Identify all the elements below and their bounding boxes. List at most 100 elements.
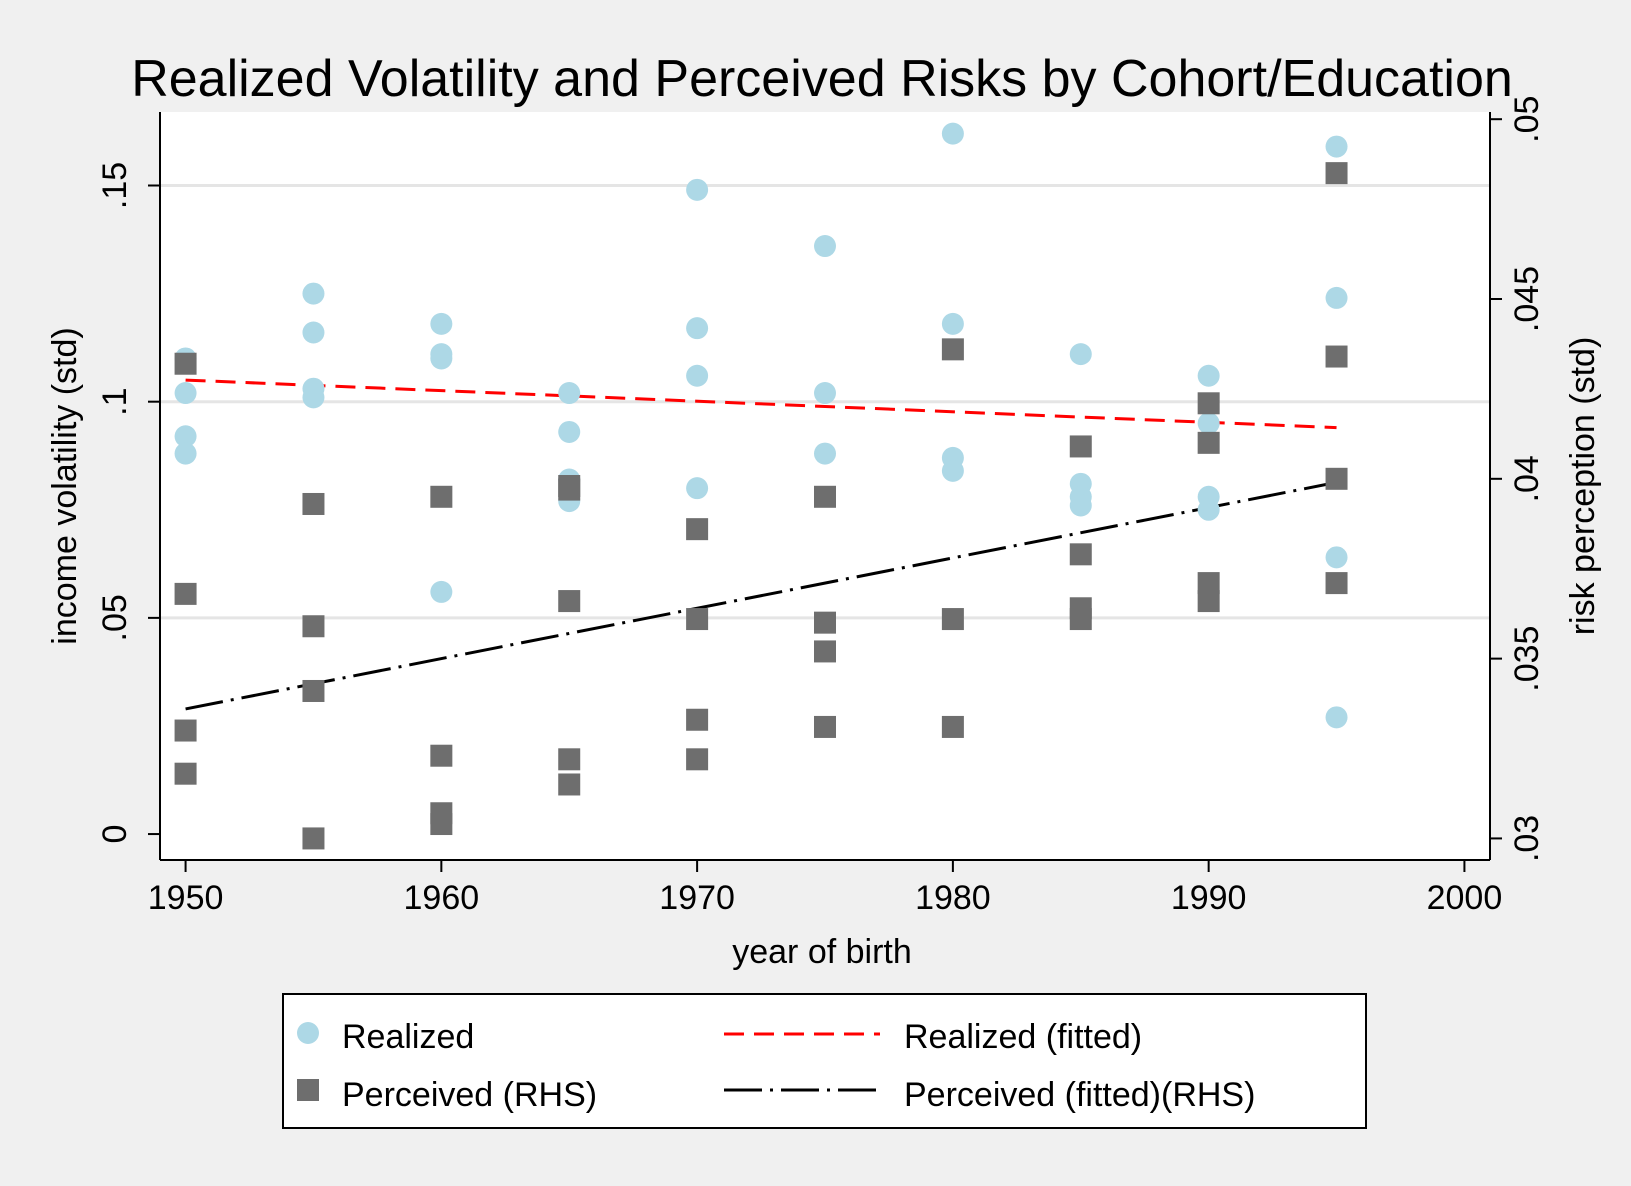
realized-point xyxy=(1069,494,1092,517)
y2-tick-label: .04 xyxy=(1508,455,1546,502)
perceived-point xyxy=(174,352,197,375)
fitted-lines xyxy=(185,378,1337,711)
realized-point xyxy=(814,382,836,405)
realized-point xyxy=(430,312,453,335)
realized-point xyxy=(558,420,581,443)
realized-point xyxy=(941,459,964,482)
perceived-point xyxy=(814,640,836,663)
perceived-point xyxy=(814,715,836,738)
perceived-point xyxy=(1197,431,1220,454)
tick-marks-and-labels: 0 .05 .1 .15 .03 .035 .04 .045 .05 1950 1960 1970 19… xyxy=(96,96,1546,917)
legend-label-realized: Realized xyxy=(342,1018,474,1056)
realized-point xyxy=(941,122,964,145)
realized-point xyxy=(430,347,453,370)
perceived-point xyxy=(558,773,581,796)
legend-label-realized-fitted: Realized (fitted) xyxy=(904,1018,1142,1056)
legend: Realized Perceived (RHS) Realized (fitte… xyxy=(282,993,1367,1129)
perceived-point xyxy=(1197,392,1220,415)
realized-point xyxy=(174,442,197,465)
perceived-point xyxy=(302,615,325,638)
x-tick-label: 1960 xyxy=(404,879,480,917)
realized-point xyxy=(941,312,964,335)
realized-point xyxy=(302,282,325,305)
legend-marker-realized xyxy=(297,1022,319,1044)
y2-tick-label: .05 xyxy=(1508,96,1546,143)
perceived-point xyxy=(686,518,709,541)
perceived-point xyxy=(686,608,709,631)
perceived-point xyxy=(302,679,325,702)
data-points xyxy=(174,122,1348,850)
y-axis-label: income volatility (std) xyxy=(46,327,84,644)
perceived-point xyxy=(430,485,453,508)
perceived-point xyxy=(1069,608,1092,631)
y-tick-label: .1 xyxy=(96,388,134,416)
perceived-point xyxy=(1325,345,1348,368)
perceived-point xyxy=(941,608,964,631)
legend-box xyxy=(282,993,1367,1129)
y2-axis-label: risk perception (std) xyxy=(1564,337,1602,636)
realized-point xyxy=(558,382,581,405)
y-tick-label: .15 xyxy=(96,162,134,209)
realized-point xyxy=(174,425,197,448)
perceived-point xyxy=(1325,467,1348,490)
perceived-point xyxy=(302,827,325,850)
y2-tick-label: .045 xyxy=(1508,266,1546,332)
perceived-point xyxy=(1197,590,1220,613)
y2-tick-label: .03 xyxy=(1508,815,1546,862)
perceived-point xyxy=(686,708,709,731)
realized-point xyxy=(686,178,709,201)
realized-point xyxy=(1325,135,1348,158)
x-tick-label: 1970 xyxy=(659,879,735,917)
y-tick-label: .05 xyxy=(96,594,134,641)
realized-point xyxy=(174,382,197,405)
perceived-point xyxy=(814,611,836,634)
perceived-point xyxy=(174,762,197,785)
y2-tick-label: .035 xyxy=(1508,626,1546,692)
realized-point xyxy=(1197,364,1220,387)
realized-point xyxy=(302,321,325,344)
axes xyxy=(159,112,1491,861)
realized-point xyxy=(814,442,836,465)
perceived-point xyxy=(174,719,197,742)
perceived-point xyxy=(1069,435,1092,458)
realized-point xyxy=(686,317,709,340)
realized-point xyxy=(1325,546,1348,569)
realized-point xyxy=(1197,412,1220,435)
realized-point xyxy=(814,235,836,258)
x-axis-label: year of birth xyxy=(732,933,912,971)
perceived-point xyxy=(430,813,453,836)
perceived-point xyxy=(558,478,581,501)
perceived-point xyxy=(558,748,581,771)
legend-marker-perceived xyxy=(297,1079,319,1101)
perceived-point xyxy=(941,715,964,738)
perceived-fitted-line xyxy=(185,480,1337,711)
perceived-point xyxy=(686,748,709,771)
legend-label-perceived-fitted: Perceived (fitted)(RHS) xyxy=(904,1076,1255,1114)
perceived-point xyxy=(1325,162,1348,185)
realized-point xyxy=(430,580,453,603)
perceived-point xyxy=(941,338,964,361)
perceived-point xyxy=(1069,543,1092,566)
perceived-point xyxy=(558,590,581,613)
realized-point xyxy=(1325,706,1348,729)
realized-point xyxy=(686,477,709,500)
legend-label-perceived: Perceived (RHS) xyxy=(342,1076,597,1114)
perceived-point xyxy=(430,744,453,767)
perceived-point xyxy=(302,492,325,515)
chart-title: Realized Volatility and Perceived Risks … xyxy=(131,50,1513,108)
realized-point xyxy=(302,386,325,409)
realized-point xyxy=(1197,498,1220,521)
perceived-point xyxy=(1325,572,1348,595)
realized-point xyxy=(1069,343,1092,366)
x-tick-label: 2000 xyxy=(1427,879,1503,917)
perceived-point xyxy=(174,582,197,605)
realized-fitted-line xyxy=(185,378,1337,430)
perceived-point xyxy=(1197,572,1220,595)
x-tick-label: 1980 xyxy=(915,879,991,917)
realized-point xyxy=(686,364,709,387)
x-tick-label: 1990 xyxy=(1171,879,1247,917)
realized-point xyxy=(1325,286,1348,309)
x-tick-label: 1950 xyxy=(148,879,224,917)
y-tick-label: 0 xyxy=(96,825,134,844)
